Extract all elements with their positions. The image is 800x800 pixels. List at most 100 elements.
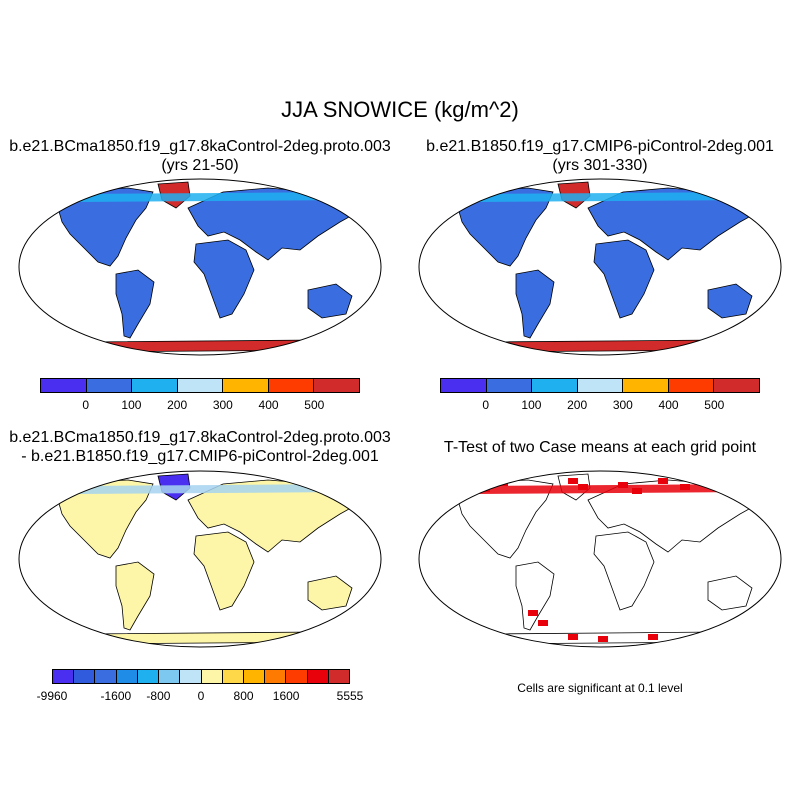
panel-3-title: b.e21.BCma1850.f19_g17.8kaControl-2deg.p… [0,428,400,466]
significant-cell [708,482,718,488]
arctic-region [78,484,352,494]
significant-cell [728,490,738,496]
colorbar-panel-3-labels: -9960 -1600 -800 0 800 1600 5555 [37,689,364,705]
panel-2-map [418,178,782,356]
south-america-shape [115,561,155,631]
colorbar-tick-label: 500 [704,398,725,412]
map-frame [18,178,382,356]
significant-cell [680,484,690,490]
australia-shape [307,575,353,611]
map-frame [418,470,782,648]
colorbar-swatch [486,379,533,392]
colorbar-tick-label: 400 [658,398,679,412]
panel-3-title-line2: - b.e21.B1850.f19_g17.CMIP6-piControl-2d… [21,448,379,465]
figure-title: JJA SNOWICE (kg/m^2) [281,97,519,122]
colorbar-panel-2-labels: 0 100 200 300 400 500 [440,398,760,414]
colorbar-swatch [243,670,266,683]
colorbar-panel-3 [52,669,350,684]
colorbar-swatch [201,670,223,683]
colorbar-tick-label: -9960 [36,689,68,703]
panel-1-map [18,178,382,356]
panel-1-title-line2: (yrs 21-50) [161,157,239,174]
colorbar-swatch [441,379,487,392]
colorbar-tick-label: 1600 [272,689,300,703]
colorbar-swatch [116,670,138,683]
colorbar-swatch [532,379,578,392]
colorbar-swatch [623,379,669,392]
colorbar-tick-label: 100 [521,398,542,412]
south-america-shape [515,269,555,339]
significant-cell [568,634,578,640]
panel-4-title-line1: T-Test of two Case means at each grid po… [443,439,757,456]
colorbar-swatch [328,670,350,683]
colorbar-swatch [265,670,287,683]
colorbar-swatch [314,379,360,392]
panel-4-title: T-Test of two Case means at each grid po… [400,438,800,457]
colorbar-swatch [307,670,329,683]
significant-cell [648,634,658,640]
map-frame [418,178,782,356]
significant-cell [618,482,628,488]
colorbar-tick-label: 0 [482,398,490,412]
colorbar-swatch [268,379,315,392]
colorbar-tick-label: 300 [212,398,233,412]
colorbar-swatch [159,670,181,683]
colorbar-tick-label: 0 [197,689,205,703]
colorbar-tick-label: 800 [233,689,254,703]
significant-cell [528,610,538,616]
south-america-shape [115,269,155,339]
panel-3-title-line1: b.e21.BCma1850.f19_g17.8kaControl-2deg.p… [9,429,391,446]
africa-shape [193,531,255,611]
colorbar-tick-label: 5555 [336,689,364,703]
colorbar-tick-label: 100 [121,398,142,412]
north-america-shape [57,479,154,559]
colorbar-swatch [137,670,160,683]
significant-cell [598,636,608,642]
significant-cell [578,484,588,490]
colorbar-swatch [53,670,75,683]
colorbar-swatch [180,670,202,683]
significant-cell [658,478,668,484]
colorbar-swatch [222,670,244,683]
panel-1-title-line1: b.e21.BCma1850.f19_g17.8kaControl-2deg.p… [9,138,391,155]
colorbar-panel-2 [440,378,760,393]
colorbar-tick-label: 500 [304,398,325,412]
colorbar-swatch [223,379,269,392]
map-frame [18,470,382,648]
australia-shape [707,575,753,611]
colorbar-swatch [86,379,133,392]
colorbar-tick-label: 0 [82,398,90,412]
australia-shape [707,283,753,319]
colorbar-swatch [286,670,308,683]
colorbar-swatch [41,379,87,392]
colorbar-swatch [177,379,224,392]
north-america-shape [457,479,554,559]
arctic-region [78,192,352,202]
ttest-note: Cells are significant at 0.1 level [517,681,683,695]
significant-cell [538,620,548,626]
colorbar-swatch [668,379,715,392]
north-america-shape [57,187,154,267]
panel-2-title: b.e21.B1850.f19_g17.CMIP6-piControl-2deg… [400,137,800,175]
significant-cell [688,636,698,642]
colorbar-tick-label: 400 [258,398,279,412]
arctic-region [478,192,752,202]
africa-shape [193,239,255,319]
significant-cell [568,478,578,484]
panel-4-map [418,470,782,648]
colorbar-tick-label: -800 [146,689,171,703]
colorbar-swatch [577,379,624,392]
panel-2-title-line1: b.e21.B1850.f19_g17.CMIP6-piControl-2deg… [426,138,774,155]
colorbar-panel-1 [40,378,360,393]
colorbar-swatch [132,379,178,392]
colorbar-swatch [74,670,96,683]
australia-shape [307,283,353,319]
significant-cell [632,488,642,494]
panel-1-title: b.e21.BCma1850.f19_g17.8kaControl-2deg.p… [0,137,400,175]
africa-shape [593,239,655,319]
colorbar-tick-label: 200 [167,398,188,412]
colorbar-tick-label: -1600 [100,689,132,703]
south-america-shape [515,561,555,631]
colorbar-swatch [714,379,760,392]
colorbar-panel-1-labels: 0 100 200 300 400 500 [40,398,360,414]
